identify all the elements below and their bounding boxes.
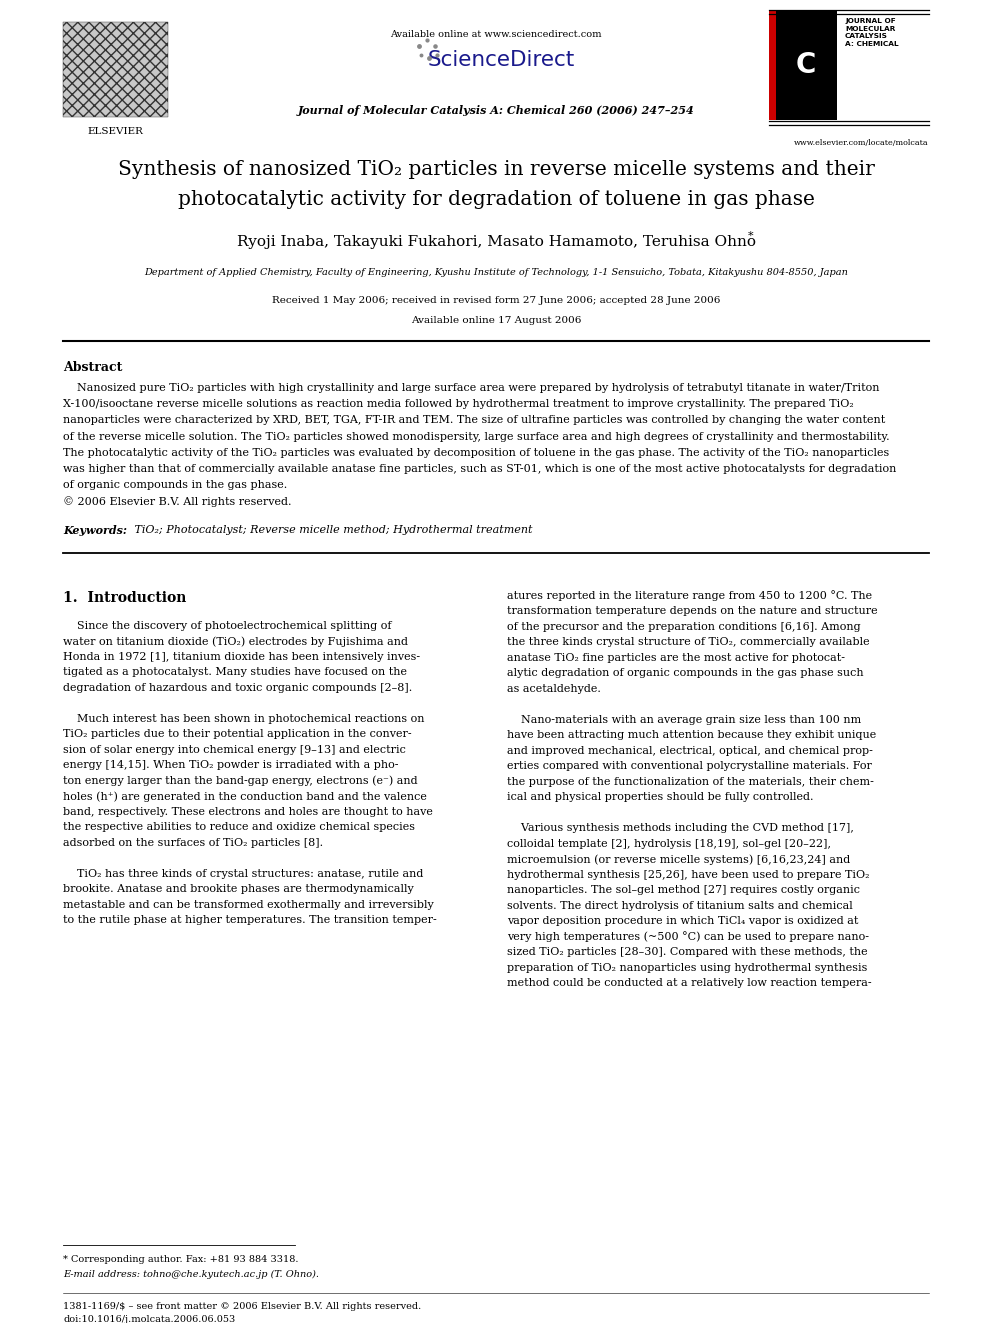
Text: the respective abilities to reduce and oxidize chemical species: the respective abilities to reduce and o… (63, 822, 415, 832)
Text: solvents. The direct hydrolysis of titanium salts and chemical: solvents. The direct hydrolysis of titan… (507, 901, 853, 910)
Text: transformation temperature depends on the nature and structure: transformation temperature depends on th… (507, 606, 878, 617)
Text: Honda in 1972 [1], titanium dioxide has been intensively inves-: Honda in 1972 [1], titanium dioxide has … (63, 652, 421, 662)
Text: tigated as a photocatalyst. Many studies have focused on the: tigated as a photocatalyst. Many studies… (63, 667, 407, 677)
Text: ical and physical properties should be fully controlled.: ical and physical properties should be f… (507, 792, 813, 802)
Text: Received 1 May 2006; received in revised form 27 June 2006; accepted 28 June 200: Received 1 May 2006; received in revised… (272, 296, 720, 306)
Text: Available online 17 August 2006: Available online 17 August 2006 (411, 316, 581, 325)
Text: Nanosized pure TiO₂ particles with high crystallinity and large surface area wer: Nanosized pure TiO₂ particles with high … (63, 382, 880, 393)
Text: Various synthesis methods including the CVD method [17],: Various synthesis methods including the … (507, 823, 854, 833)
Text: The photocatalytic activity of the TiO₂ particles was evaluated by decomposition: The photocatalytic activity of the TiO₂ … (63, 447, 889, 458)
Text: Much interest has been shown in photochemical reactions on: Much interest has been shown in photoche… (63, 713, 425, 724)
Text: metastable and can be transformed exothermally and irreversibly: metastable and can be transformed exothe… (63, 900, 434, 910)
Text: photocatalytic activity for degradation of toluene in gas phase: photocatalytic activity for degradation … (178, 191, 814, 209)
Text: the three kinds crystal structure of TiO₂, commercially available: the three kinds crystal structure of TiO… (507, 638, 870, 647)
Text: degradation of hazardous and toxic organic compounds [2–8].: degradation of hazardous and toxic organ… (63, 683, 413, 693)
Text: very high temperatures (~500 °C) can be used to prepare nano-: very high temperatures (~500 °C) can be … (507, 931, 869, 942)
Text: of the reverse micelle solution. The TiO₂ particles showed monodispersity, large: of the reverse micelle solution. The TiO… (63, 431, 890, 442)
Text: TiO₂ has three kinds of crystal structures: anatase, rutile and: TiO₂ has three kinds of crystal structur… (63, 869, 424, 878)
Text: to the rutile phase at higher temperatures. The transition temper-: to the rutile phase at higher temperatur… (63, 916, 436, 925)
Text: © 2006 Elsevier B.V. All rights reserved.: © 2006 Elsevier B.V. All rights reserved… (63, 496, 292, 507)
Text: nanoparticles were characterized by XRD, BET, TGA, FT-IR and TEM. The size of ul: nanoparticles were characterized by XRD,… (63, 415, 885, 426)
Text: anatase TiO₂ fine particles are the most active for photocat-: anatase TiO₂ fine particles are the most… (507, 652, 845, 663)
Text: X-100/isooctane reverse micelle solutions as reaction media followed by hydrothe: X-100/isooctane reverse micelle solution… (63, 400, 854, 409)
Bar (63, 22, 168, 116)
Text: of the precursor and the preparation conditions [6,16]. Among: of the precursor and the preparation con… (507, 622, 861, 631)
Text: ELSEVIER: ELSEVIER (87, 127, 144, 136)
Text: the purpose of the functionalization of the materials, their chem-: the purpose of the functionalization of … (507, 777, 874, 787)
Text: band, respectively. These electrons and holes are thought to have: band, respectively. These electrons and … (63, 807, 433, 816)
Text: Ryoji Inaba, Takayuki Fukahori, Masato Hamamoto, Teruhisa Ohno: Ryoji Inaba, Takayuki Fukahori, Masato H… (236, 235, 756, 249)
Text: as acetaldehyde.: as acetaldehyde. (507, 684, 601, 693)
Text: method could be conducted at a relatively low reaction tempera-: method could be conducted at a relativel… (507, 978, 872, 988)
Text: preparation of TiO₂ nanoparticles using hydrothermal synthesis: preparation of TiO₂ nanoparticles using … (507, 963, 867, 972)
Text: ScienceDirect: ScienceDirect (428, 50, 574, 70)
Text: have been attracting much attention because they exhibit unique: have been attracting much attention beca… (507, 730, 876, 740)
Text: 1381-1169/$ – see front matter © 2006 Elsevier B.V. All rights reserved.: 1381-1169/$ – see front matter © 2006 El… (63, 1302, 422, 1311)
Text: Abstract: Abstract (63, 361, 122, 374)
Text: erties compared with conventional polycrystalline materials. For: erties compared with conventional polycr… (507, 761, 872, 771)
Text: Available online at www.sciencedirect.com: Available online at www.sciencedirect.co… (390, 30, 602, 38)
Text: Keywords:: Keywords: (63, 525, 127, 536)
Bar (769, 11, 837, 120)
Text: 1.  Introduction: 1. Introduction (63, 590, 186, 605)
Text: water on titanium dioxide (TiO₂) electrodes by Fujishima and: water on titanium dioxide (TiO₂) electro… (63, 636, 408, 647)
Text: alytic degradation of organic compounds in the gas phase such: alytic degradation of organic compounds … (507, 668, 864, 679)
Text: www.elsevier.com/locate/molcata: www.elsevier.com/locate/molcata (795, 139, 929, 147)
Text: brookite. Anatase and brookite phases are thermodynamically: brookite. Anatase and brookite phases ar… (63, 884, 414, 894)
Text: nanoparticles. The sol–gel method [27] requires costly organic: nanoparticles. The sol–gel method [27] r… (507, 885, 860, 896)
Text: Since the discovery of photoelectrochemical splitting of: Since the discovery of photoelectrochemi… (63, 620, 392, 631)
Bar (769, 11, 776, 120)
Bar (63, 22, 168, 116)
Text: Department of Applied Chemistry, Faculty of Engineering, Kyushu Institute of Tec: Department of Applied Chemistry, Faculty… (144, 269, 848, 277)
Text: Journal of Molecular Catalysis A: Chemical 260 (2006) 247–254: Journal of Molecular Catalysis A: Chemic… (298, 105, 694, 116)
Text: adsorbed on the surfaces of TiO₂ particles [8].: adsorbed on the surfaces of TiO₂ particl… (63, 837, 323, 848)
Text: of organic compounds in the gas phase.: of organic compounds in the gas phase. (63, 480, 288, 491)
Text: microemulsion (or reverse micelle systems) [6,16,23,24] and: microemulsion (or reverse micelle system… (507, 855, 850, 865)
Text: Synthesis of nanosized TiO₂ particles in reverse micelle systems and their: Synthesis of nanosized TiO₂ particles in… (118, 160, 874, 179)
Text: colloidal template [2], hydrolysis [18,19], sol–gel [20–22],: colloidal template [2], hydrolysis [18,1… (507, 839, 831, 848)
Text: ton energy larger than the band-gap energy, electrons (e⁻) and: ton energy larger than the band-gap ener… (63, 775, 418, 786)
Text: Nano-materials with an average grain size less than 100 nm: Nano-materials with an average grain siz… (507, 714, 861, 725)
Text: holes (h⁺) are generated in the conduction band and the valence: holes (h⁺) are generated in the conducti… (63, 791, 427, 802)
Text: and improved mechanical, electrical, optical, and chemical prop-: and improved mechanical, electrical, opt… (507, 746, 873, 755)
Text: * Corresponding author. Fax: +81 93 884 3318.: * Corresponding author. Fax: +81 93 884 … (63, 1256, 299, 1263)
Text: energy [14,15]. When TiO₂ powder is irradiated with a pho-: energy [14,15]. When TiO₂ powder is irra… (63, 761, 399, 770)
Text: atures reported in the literature range from 450 to 1200 °C. The: atures reported in the literature range … (507, 590, 872, 602)
Text: E-mail address: tohno@che.kyutech.ac.jp (T. Ohno).: E-mail address: tohno@che.kyutech.ac.jp … (63, 1270, 319, 1279)
Text: was higher than that of commercially available anatase fine particles, such as S: was higher than that of commercially ava… (63, 464, 897, 474)
Text: sion of solar energy into chemical energy [9–13] and electric: sion of solar energy into chemical energ… (63, 745, 406, 754)
Text: sized TiO₂ particles [28–30]. Compared with these methods, the: sized TiO₂ particles [28–30]. Compared w… (507, 947, 868, 957)
Text: hydrothermal synthesis [25,26], have been used to prepare TiO₂: hydrothermal synthesis [25,26], have bee… (507, 869, 870, 880)
Text: TiO₂ particles due to their potential application in the conver-: TiO₂ particles due to their potential ap… (63, 729, 412, 740)
Text: vapor deposition procedure in which TiCl₄ vapor is oxidized at: vapor deposition procedure in which TiCl… (507, 916, 858, 926)
Text: *: * (748, 232, 754, 241)
Text: C: C (796, 52, 816, 79)
Text: TiO₂; Photocatalyst; Reverse micelle method; Hydrothermal treatment: TiO₂; Photocatalyst; Reverse micelle met… (131, 525, 533, 534)
Text: doi:10.1016/j.molcata.2006.06.053: doi:10.1016/j.molcata.2006.06.053 (63, 1315, 235, 1323)
Text: JOURNAL OF
MOLECULAR
CATALYSIS
A: CHEMICAL: JOURNAL OF MOLECULAR CATALYSIS A: CHEMIC… (845, 19, 899, 48)
